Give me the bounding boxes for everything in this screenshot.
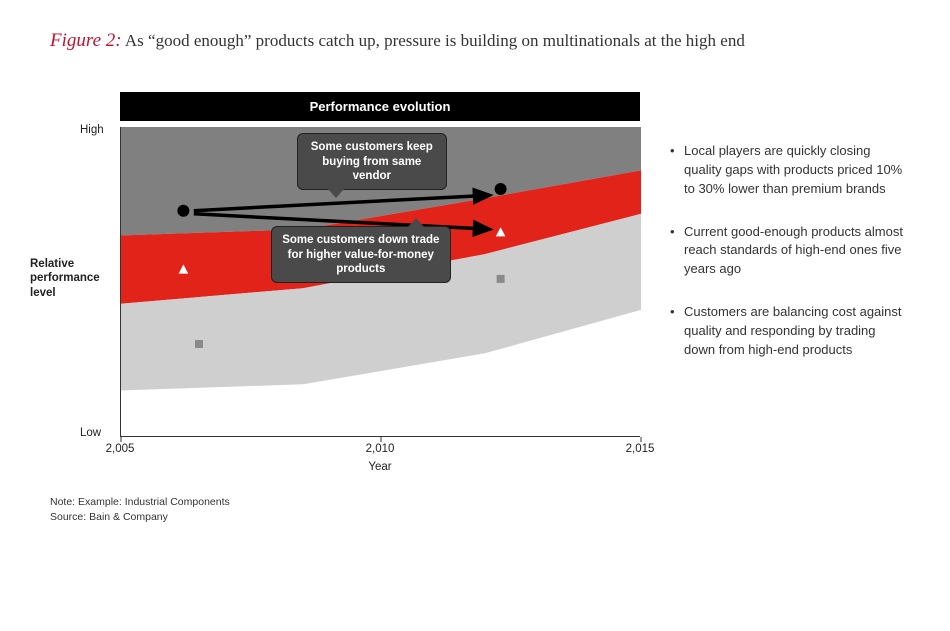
chart-column: Performance evolution High Low Relativep… xyxy=(50,92,640,524)
footnote-source: Source: Bain & Company xyxy=(50,510,640,525)
callout-c1: Some customers keep buying from same ven… xyxy=(297,133,447,190)
marker-circle xyxy=(495,183,507,195)
marker-square xyxy=(195,340,203,348)
content-row: Performance evolution High Low Relativep… xyxy=(50,92,910,524)
footnote-note: Note: Example: Industrial Components xyxy=(50,495,640,510)
x-tick: 2,005 xyxy=(106,443,135,455)
bullet-list: Local players are quickly closing qualit… xyxy=(670,142,910,360)
chart-wrap: High Low Relativeperformancelevel 2,0052… xyxy=(50,127,640,467)
y-tick-high: High xyxy=(80,124,104,136)
figure-title-text: As “good enough” products catch up, pres… xyxy=(125,31,745,50)
bullet-item: Customers are balancing cost against qua… xyxy=(670,303,910,360)
bullet-item: Local players are quickly closing qualit… xyxy=(670,142,910,199)
marker-square xyxy=(497,275,505,283)
bullet-item: Current good-enough products almost reac… xyxy=(670,223,910,280)
y-tick-low: Low xyxy=(80,427,101,439)
bullets-column: Local players are quickly closing qualit… xyxy=(670,92,910,524)
x-tick: 2,010 xyxy=(366,443,395,455)
chart-header: Performance evolution xyxy=(120,92,640,121)
marker-circle xyxy=(177,205,189,217)
y-axis-label: Relativeperformancelevel xyxy=(30,257,110,300)
figure-label: Figure 2: xyxy=(50,30,122,51)
callout-c2: Some customers down trade for higher val… xyxy=(271,226,451,283)
x-tick: 2,015 xyxy=(626,443,655,455)
figure-title: Figure 2: As “good enough” products catc… xyxy=(50,30,910,52)
x-axis-label: Year xyxy=(120,461,640,473)
footnote: Note: Example: Industrial Components Sou… xyxy=(50,495,640,524)
